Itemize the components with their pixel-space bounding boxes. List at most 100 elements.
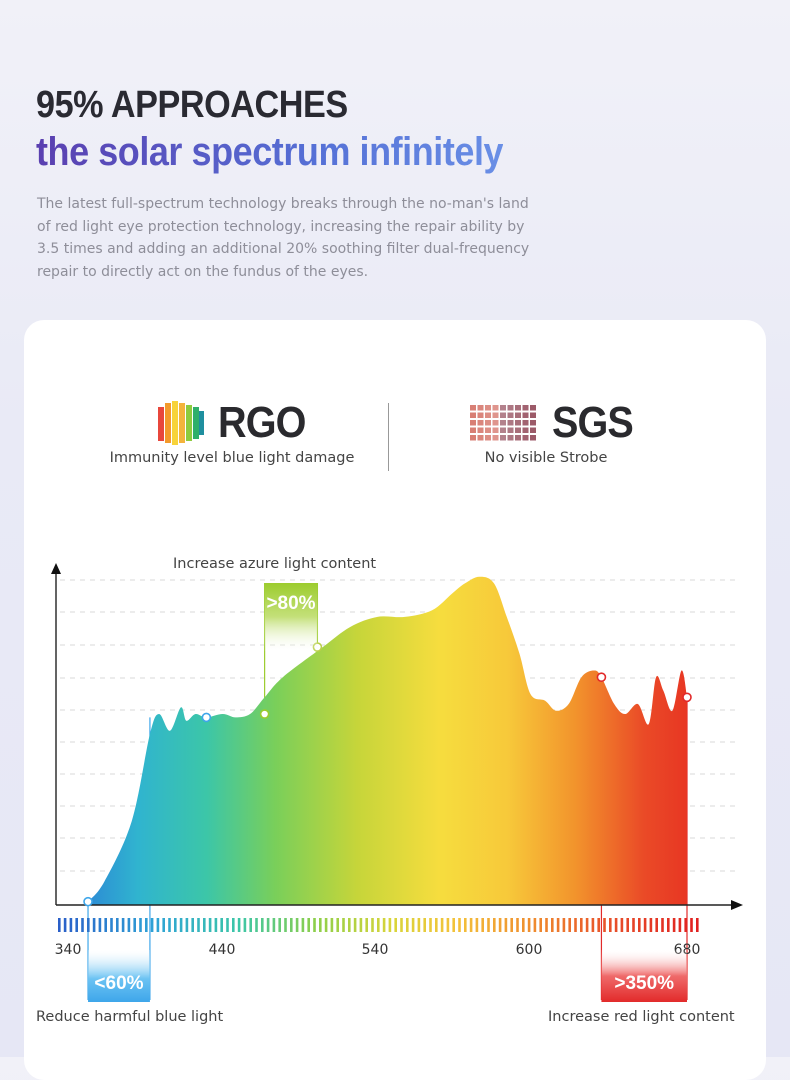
tick-mark	[116, 918, 119, 932]
tick-mark	[394, 918, 397, 932]
tick-mark	[690, 918, 693, 932]
tick-mark	[249, 918, 252, 932]
tick-mark	[179, 918, 183, 932]
tick-mark	[614, 918, 618, 932]
tick-mark	[620, 918, 624, 932]
tick-mark	[667, 918, 670, 932]
tick-mark	[429, 918, 432, 932]
spectrum-chart: 340440540600680 >80%<60%>350%	[51, 563, 743, 1002]
tick-mark	[162, 918, 165, 932]
brand-sgs-name: SGS	[552, 398, 634, 447]
tick-mark	[139, 918, 142, 932]
tick-mark	[435, 918, 438, 932]
tick-mark	[92, 918, 96, 932]
tick-mark	[493, 918, 496, 932]
tick-mark	[214, 918, 218, 932]
tick-mark	[75, 918, 78, 932]
tick-mark	[69, 918, 73, 932]
tick-mark	[464, 918, 467, 932]
tick-mark	[232, 918, 235, 932]
tick-mark	[452, 918, 455, 932]
tick-mark	[388, 918, 392, 932]
tick-mark	[446, 918, 450, 932]
tick-mark	[504, 918, 508, 932]
tick-mark	[655, 918, 658, 932]
tick-mark	[527, 918, 531, 932]
rainbow-bars-icon	[158, 401, 204, 445]
tick-mark	[382, 918, 386, 932]
tick-mark	[458, 918, 461, 932]
x-tick-label: 340	[55, 942, 82, 958]
pixel-grid-icon	[470, 405, 536, 441]
tick-mark	[597, 918, 600, 932]
tick-mark	[516, 918, 519, 932]
tick-mark	[133, 918, 136, 932]
tick-mark	[556, 918, 560, 932]
x-axis-arrow	[731, 900, 743, 910]
tick-mark	[330, 918, 334, 932]
tick-mark	[87, 918, 90, 932]
tick-mark	[498, 918, 502, 932]
tick-mark	[411, 918, 415, 932]
tick-mark	[684, 918, 687, 932]
annotation-badge	[88, 950, 150, 1002]
annotation-badge-value: >350%	[614, 973, 674, 994]
tick-mark	[481, 918, 484, 932]
tick-mark	[261, 918, 264, 932]
tick-mark	[353, 918, 357, 932]
data-point-marker	[83, 896, 93, 907]
annotation-badge	[264, 583, 318, 651]
annotation-badge-value: <60%	[94, 973, 143, 994]
tick-mark	[585, 918, 589, 932]
tick-mark	[609, 918, 612, 932]
tick-mark	[255, 918, 258, 932]
tick-mark	[168, 918, 171, 932]
tick-mark	[266, 918, 270, 932]
tick-mark	[440, 918, 444, 932]
tick-mark	[174, 918, 177, 932]
tick-mark	[696, 918, 699, 932]
brand-sgs: SGS	[468, 398, 642, 448]
tick-mark	[417, 918, 421, 932]
tick-mark	[632, 918, 635, 932]
tick-mark	[145, 918, 148, 932]
tick-mark	[678, 918, 682, 932]
tick-mark	[127, 918, 131, 932]
tick-mark	[324, 918, 328, 932]
x-tick-label: 440	[209, 942, 236, 958]
tick-mark	[469, 918, 473, 932]
data-point-marker	[259, 709, 270, 719]
tick-mark	[272, 918, 276, 932]
tick-mark	[58, 918, 61, 932]
tick-mark	[643, 918, 647, 932]
tick-mark	[104, 918, 107, 932]
tick-mark	[580, 918, 583, 932]
tick-mark	[661, 918, 664, 932]
tick-mark	[672, 918, 676, 932]
x-tick-label: 600	[516, 942, 543, 958]
tick-mark	[400, 918, 403, 932]
intro-paragraph: The latest full-spectrum technology brea…	[37, 196, 530, 280]
tick-mark	[359, 918, 363, 932]
data-point-marker	[201, 712, 212, 723]
tick-mark	[203, 918, 206, 932]
tick-mark	[533, 918, 537, 932]
azure-annotation-label: Increase azure light content	[173, 556, 377, 572]
tick-mark	[371, 918, 374, 932]
tick-mark	[568, 918, 571, 932]
tick-mark	[98, 918, 102, 932]
tick-mark	[562, 918, 566, 932]
chart-axes	[51, 563, 743, 910]
tick-mark	[649, 918, 653, 932]
page-title: 95% APPROACHES	[36, 84, 348, 126]
tick-mark	[290, 918, 293, 932]
tick-mark	[307, 918, 310, 932]
page-subtitle: the solar spectrum infinitely	[36, 130, 504, 174]
tick-mark	[574, 918, 577, 932]
tick-mark	[191, 918, 194, 932]
tick-mark	[638, 918, 641, 932]
tick-mark	[319, 918, 322, 932]
data-point-marker	[596, 672, 607, 683]
tick-mark	[591, 918, 595, 932]
tick-mark	[510, 918, 513, 932]
